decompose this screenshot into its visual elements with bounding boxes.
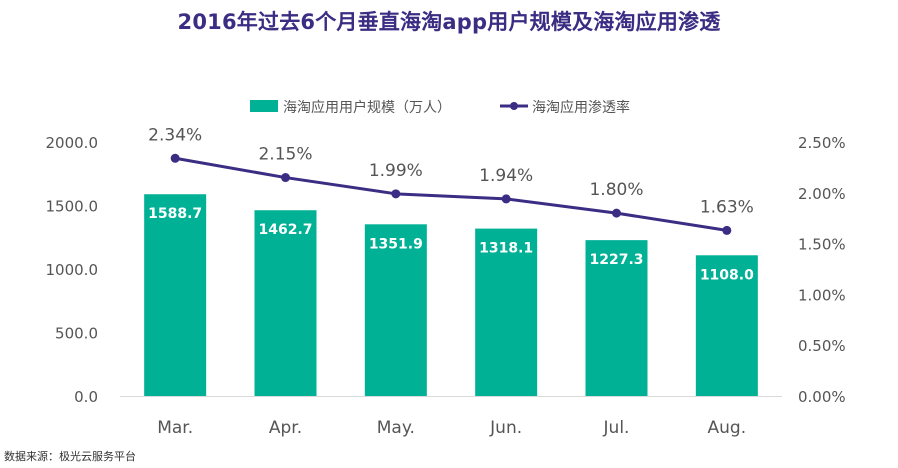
line-series: 2.34% 2.15% 1.99% 1.94% 1.80% 1.63% bbox=[148, 125, 754, 235]
chart-title: 2016年过去6个月垂直海淘app用户规模及海淘应用渗透 bbox=[177, 10, 721, 34]
line-point bbox=[612, 208, 621, 218]
y-right-tick-label: 1.50% bbox=[798, 236, 846, 254]
line-value-label: 1.63% bbox=[700, 197, 754, 217]
y-right-tick-label: 2.50% bbox=[798, 134, 846, 152]
bar bbox=[364, 224, 427, 396]
line-point bbox=[501, 194, 511, 204]
x-tick-label: Jun. bbox=[489, 418, 522, 438]
line-point bbox=[722, 225, 732, 235]
y-axis-left: 0.0 500.0 1000.0 1500.0 2000.0 bbox=[46, 134, 99, 406]
y-left-tick-label: 0.0 bbox=[74, 388, 98, 406]
bar bbox=[695, 255, 758, 396]
x-tick-label: Mar. bbox=[157, 418, 193, 438]
series-line bbox=[174, 156, 728, 232]
line-point bbox=[170, 153, 180, 163]
legend-marker-line bbox=[510, 102, 518, 110]
legend: 海淘应用用户规模（万人） 海淘应用渗透率 bbox=[250, 99, 630, 116]
x-axis: Mar. Apr. May. Jun. Jul. Aug. bbox=[120, 396, 782, 438]
y-right-tick-label: 2.00% bbox=[798, 185, 846, 203]
y-axis-right: 0.00% 0.50% 1.00% 1.50% 2.00% 2.50% bbox=[798, 134, 846, 406]
line-point bbox=[391, 189, 401, 199]
legend-label-line: 海淘应用渗透率 bbox=[532, 99, 630, 116]
y-left-tick-label: 500.0 bbox=[55, 325, 98, 343]
legend-label-bar: 海淘应用用户规模（万人） bbox=[283, 99, 451, 116]
y-right-tick-label: 0.50% bbox=[798, 337, 846, 355]
bar-value-label: 1318.1 bbox=[479, 241, 533, 257]
y-left-tick-label: 1000.0 bbox=[46, 261, 99, 279]
line-value-label: 1.94% bbox=[479, 166, 533, 186]
y-left-tick-label: 2000.0 bbox=[46, 134, 99, 152]
line-point bbox=[281, 173, 290, 183]
bar-value-label: 1108.0 bbox=[700, 267, 754, 283]
x-tick-label: Jul. bbox=[603, 418, 630, 438]
y-right-tick-label: 1.00% bbox=[798, 286, 846, 304]
x-tick-label: Aug. bbox=[708, 418, 747, 438]
bar-series: 1588.7 1462.7 1351.9 1318.1 1227.3 1108.0 bbox=[144, 194, 758, 396]
bar-value-label: 1588.7 bbox=[148, 206, 202, 222]
line-value-label: 1.99% bbox=[369, 161, 423, 181]
x-tick-label: Apr. bbox=[269, 418, 302, 438]
line-value-label: 2.15% bbox=[258, 145, 312, 165]
y-right-tick-label: 0.00% bbox=[798, 388, 846, 406]
legend-swatch-bar bbox=[250, 100, 278, 112]
bar-value-label: 1462.7 bbox=[258, 222, 312, 238]
source-note: 数据来源：极光云服务平台 bbox=[4, 450, 136, 463]
bar-value-label: 1227.3 bbox=[589, 252, 643, 268]
line-value-label: 2.34% bbox=[148, 125, 202, 145]
bar bbox=[585, 240, 648, 396]
y-left-tick-label: 1500.0 bbox=[46, 198, 99, 216]
bar-value-label: 1351.9 bbox=[369, 236, 423, 252]
bar bbox=[254, 210, 317, 396]
line-value-label: 1.80% bbox=[589, 180, 643, 200]
bar bbox=[144, 194, 207, 396]
x-tick-label: May. bbox=[377, 418, 415, 438]
bar bbox=[475, 228, 538, 396]
